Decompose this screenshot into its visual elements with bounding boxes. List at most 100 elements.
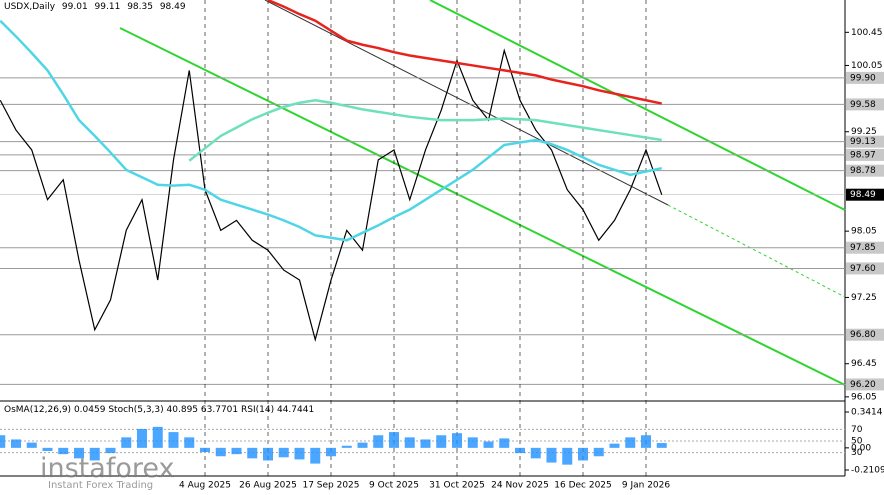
low: 98.35 [127, 2, 153, 12]
rsi-value: 44.7441 [276, 405, 315, 415]
osma-bar [168, 432, 179, 448]
levels [0, 77, 845, 385]
level-label: 98.97 [850, 150, 876, 160]
osma-bar [625, 437, 636, 448]
osma-bar [152, 426, 163, 448]
stoch-value: 63.7701 [200, 405, 239, 415]
last-price-box [846, 188, 884, 201]
level-box [846, 328, 884, 341]
symbol: USDX,Daily [4, 2, 56, 12]
osma-bar [452, 433, 462, 448]
level-box [846, 135, 884, 148]
osma-bar [58, 447, 69, 455]
series-line [267, 0, 663, 105]
chart-header: USDX,Daily 99.01 99.11 98.35 98.49 [4, 2, 190, 12]
osma-bar [42, 447, 53, 452]
y-tick-label: 98.05 [851, 227, 877, 237]
level-label: 99.13 [850, 137, 876, 147]
osma-bar [294, 447, 305, 460]
level-box [846, 378, 884, 391]
osma-bar [74, 447, 84, 459]
osma-value: 0.0459 [73, 405, 106, 415]
osma-bar [467, 437, 478, 448]
x-tick-label: 31 Oct 2025 [429, 481, 485, 491]
osma-bar [515, 447, 525, 454]
x-tick-label: 17 Sep 2025 [302, 481, 359, 491]
last-price-label: 98.49 [850, 190, 876, 200]
series-line [0, 48, 663, 343]
osc-level-label: 70 [851, 425, 863, 435]
osma-bar [436, 435, 447, 448]
y-tick-label: 97.25 [851, 293, 877, 303]
channel-line [119, 27, 846, 386]
level-box [846, 98, 884, 111]
osma-bar [656, 443, 667, 448]
osma-tick-label: 0.00 [851, 443, 871, 453]
osma-bar [546, 447, 557, 463]
stoch-value: 40.895 [166, 405, 199, 415]
level-label: 96.20 [850, 380, 876, 390]
osma-bar [184, 437, 195, 448]
osma-bar [341, 445, 352, 448]
osma-bar [121, 437, 132, 448]
axes: 100.45 100.05 99.25 98.05 97.25 96.45 96.05 99.… [179, 28, 884, 491]
osma-bar [11, 439, 21, 448]
level-label: 96.80 [850, 330, 876, 340]
watermark-brand: instaforex [40, 453, 175, 484]
osma-bar [530, 447, 541, 459]
high: 99.11 [94, 2, 121, 12]
level-label: 99.90 [850, 73, 876, 83]
osma-bar [593, 447, 604, 457]
watermark-tagline: Instant Forex Trading [48, 480, 154, 491]
osc-level-label: 50 [851, 437, 863, 447]
close: 98.49 [159, 2, 186, 12]
osma-bar [404, 437, 415, 448]
level-box [846, 241, 884, 254]
channel-line [429, 0, 846, 211]
x-tick-label: 24 Nov 2025 [491, 481, 549, 491]
x-tick-label: 26 Aug 2025 [239, 481, 297, 491]
osma-bar [578, 447, 588, 461]
osma-bar [137, 428, 147, 448]
osma-bar [499, 438, 510, 448]
y-tick-label: 96.45 [851, 359, 877, 369]
osma-bar [609, 443, 620, 448]
osma-bar [420, 439, 431, 448]
osma-bar [231, 447, 242, 455]
x-tick-label: 9 Jan 2026 [622, 481, 670, 491]
osma-bar [483, 441, 494, 448]
osma-bar [562, 447, 573, 465]
osma-tick-label: 0.3414 [851, 408, 883, 418]
osma-bar [215, 447, 226, 457]
osma-tick-label: -0.2109 [851, 466, 884, 476]
level-box [846, 71, 884, 84]
open: 99.01 [61, 2, 88, 12]
x-tick-label: 9 Oct 2025 [369, 481, 419, 491]
osma-bar [263, 447, 273, 461]
stoch-label: Stoch(5,3,3) [108, 405, 164, 415]
watermark: instaforex Instant Forex Trading [6, 455, 174, 491]
x-tick-label: 4 Aug 2025 [179, 481, 231, 491]
level-box [846, 164, 884, 177]
x-tick-label: 16 Dec 2025 [554, 481, 612, 491]
level-box [846, 148, 884, 161]
osma-bar [326, 447, 336, 457]
indicator-panel [0, 426, 845, 465]
level-box [846, 262, 884, 275]
osma-bar [357, 442, 368, 448]
level-label: 97.85 [850, 243, 876, 253]
osma-bar [0, 435, 6, 448]
osma-bar [310, 447, 321, 464]
osma-label: OsMA(12,26,9) [4, 405, 72, 415]
osma-bar [105, 447, 116, 454]
y-tick-label: 99.25 [851, 127, 877, 137]
indicator-header: OsMA(12,26,9) 0.0459 Stoch(5,3,3) 40.895… [4, 405, 314, 415]
series-line [188, 98, 662, 162]
y-tick-label: 100.05 [851, 61, 883, 71]
y-tick-label: 100.45 [851, 28, 883, 38]
osma-bar [26, 442, 37, 448]
y-tick-label: 96.05 [851, 392, 877, 402]
osma-bar [200, 447, 210, 453]
